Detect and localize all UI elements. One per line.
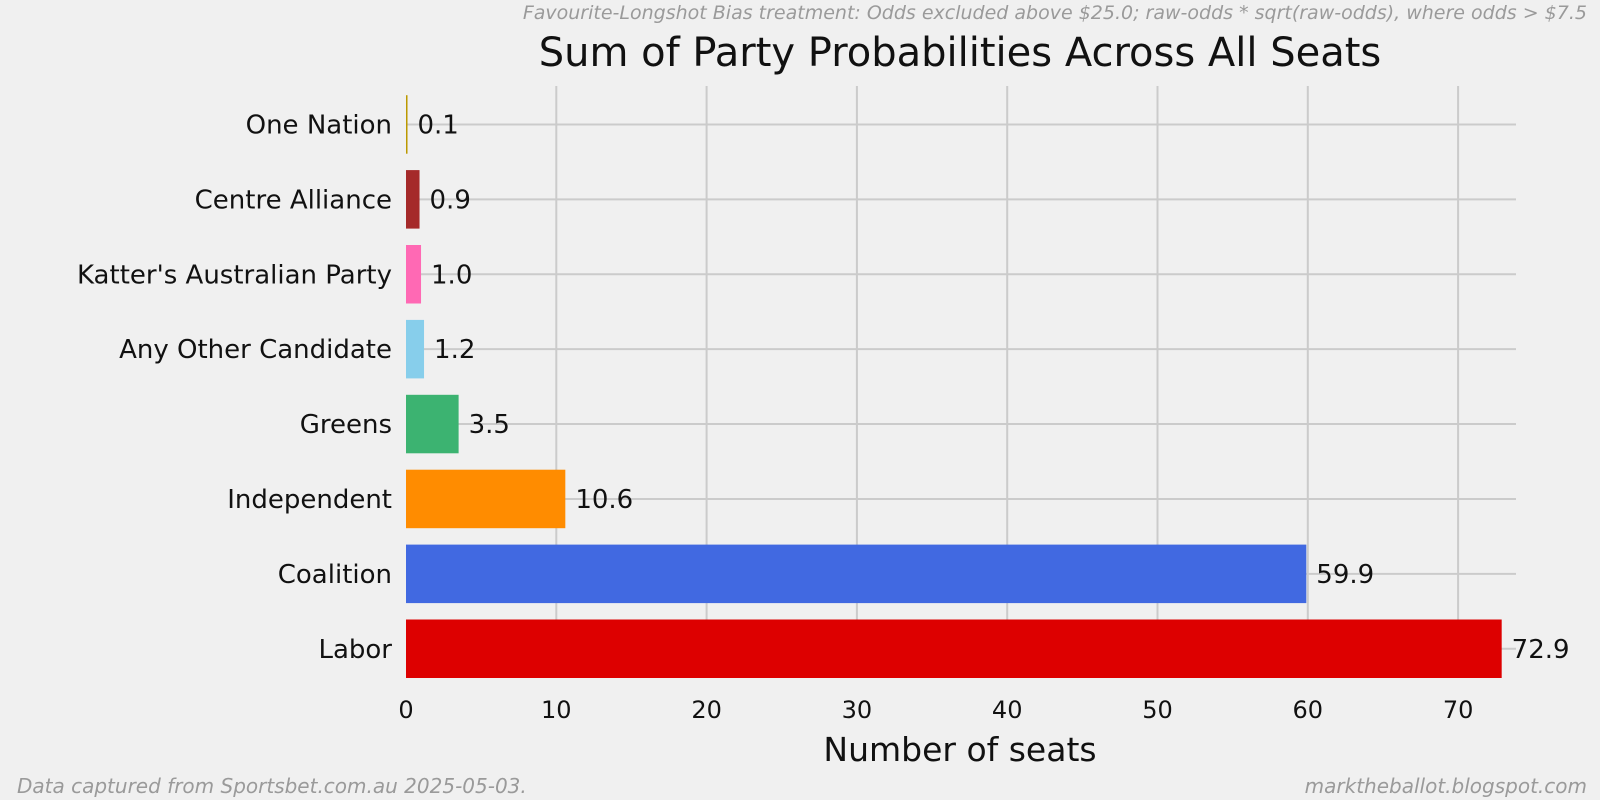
bar-labor [406, 619, 1502, 678]
category-label: Labor [318, 635, 392, 665]
value-labels: 72.9 59.9 10.6 3.5 1.2 1.0 0.9 0.1 [418, 110, 1570, 664]
bar-any-other-candidate [406, 319, 425, 379]
bar-greens [406, 394, 459, 454]
x-tick-label: 10 [541, 696, 572, 724]
value-label: 59.9 [1316, 560, 1374, 590]
x-tick-label: 60 [1293, 696, 1324, 724]
x-tick-label: 40 [992, 696, 1023, 724]
category-label: Greens [300, 410, 392, 440]
bar-coalition [406, 544, 1307, 604]
bar-one-nation [406, 95, 408, 154]
chart-title: Sum of Party Probabilities Across All Se… [539, 30, 1382, 76]
category-label: One Nation [246, 110, 392, 140]
chart-subtitle: Favourite-Longshot Bias treatment: Odds … [523, 2, 1587, 24]
category-labels: Labor Coalition Independent Greens Any Other… [77, 110, 392, 664]
value-label: 3.5 [469, 410, 510, 440]
value-label: 72.9 [1512, 635, 1570, 665]
footer-source: Data captured from Sportsbet.com.au 2025… [17, 774, 527, 798]
x-tick-label: 70 [1443, 696, 1474, 724]
x-axis-label: Number of seats [823, 730, 1096, 769]
bars [406, 95, 1502, 678]
footer-site: marktheballot.blogspot.com [1305, 774, 1587, 798]
value-label: 10.6 [575, 485, 633, 515]
category-label: Centre Alliance [195, 185, 392, 215]
category-label: Independent [227, 485, 392, 515]
bar-katter-s-australian-party [406, 245, 422, 304]
bar-centre-alliance [406, 170, 420, 229]
value-label: 1.2 [434, 335, 475, 365]
x-tick-label: 20 [691, 696, 722, 724]
category-label: Any Other Candidate [119, 335, 392, 365]
value-label: 0.1 [418, 110, 459, 140]
x-tick-label: 0 [398, 696, 413, 724]
category-label: Katter's Australian Party [77, 260, 392, 290]
x-tick-labels: 0 10 20 30 40 50 60 70 [398, 696, 1473, 724]
category-label: Coalition [278, 560, 392, 590]
value-label: 0.9 [430, 185, 471, 215]
value-label: 1.0 [431, 260, 472, 290]
x-tick-label: 30 [842, 696, 873, 724]
x-tick-label: 50 [1142, 696, 1173, 724]
bar-independent [406, 469, 566, 529]
